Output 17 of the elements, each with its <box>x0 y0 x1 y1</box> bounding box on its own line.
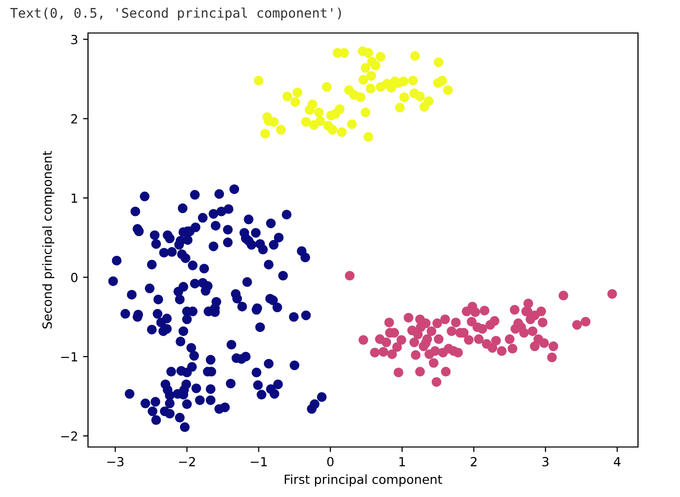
y-tick-label: −2 <box>61 431 78 441</box>
x-tick-label: 0 <box>327 456 334 466</box>
x-tick-label: 1 <box>399 457 405 466</box>
y-tick-label: −1 <box>61 352 78 362</box>
y-tick-label: 0 <box>71 272 78 282</box>
text: Text(0, 0.5, 'Second principal component') <box>10 8 341 20</box>
x-tick-label: 4 <box>614 457 620 466</box>
x-tick-label: 2 <box>470 456 477 466</box>
x-tick-label: 3 <box>542 456 548 466</box>
x-axis-title: First principal component <box>284 474 442 486</box>
y-tick-label: 1 <box>72 194 78 203</box>
y-axis-title: Second principal component <box>42 151 54 328</box>
y-tick-label: 3 <box>71 34 78 44</box>
y-tick-label: 2 <box>71 114 78 124</box>
x-tick-label: −3 <box>107 456 124 466</box>
x-tick-label: −2 <box>179 456 195 466</box>
x-tick-label: −1 <box>250 457 267 466</box>
